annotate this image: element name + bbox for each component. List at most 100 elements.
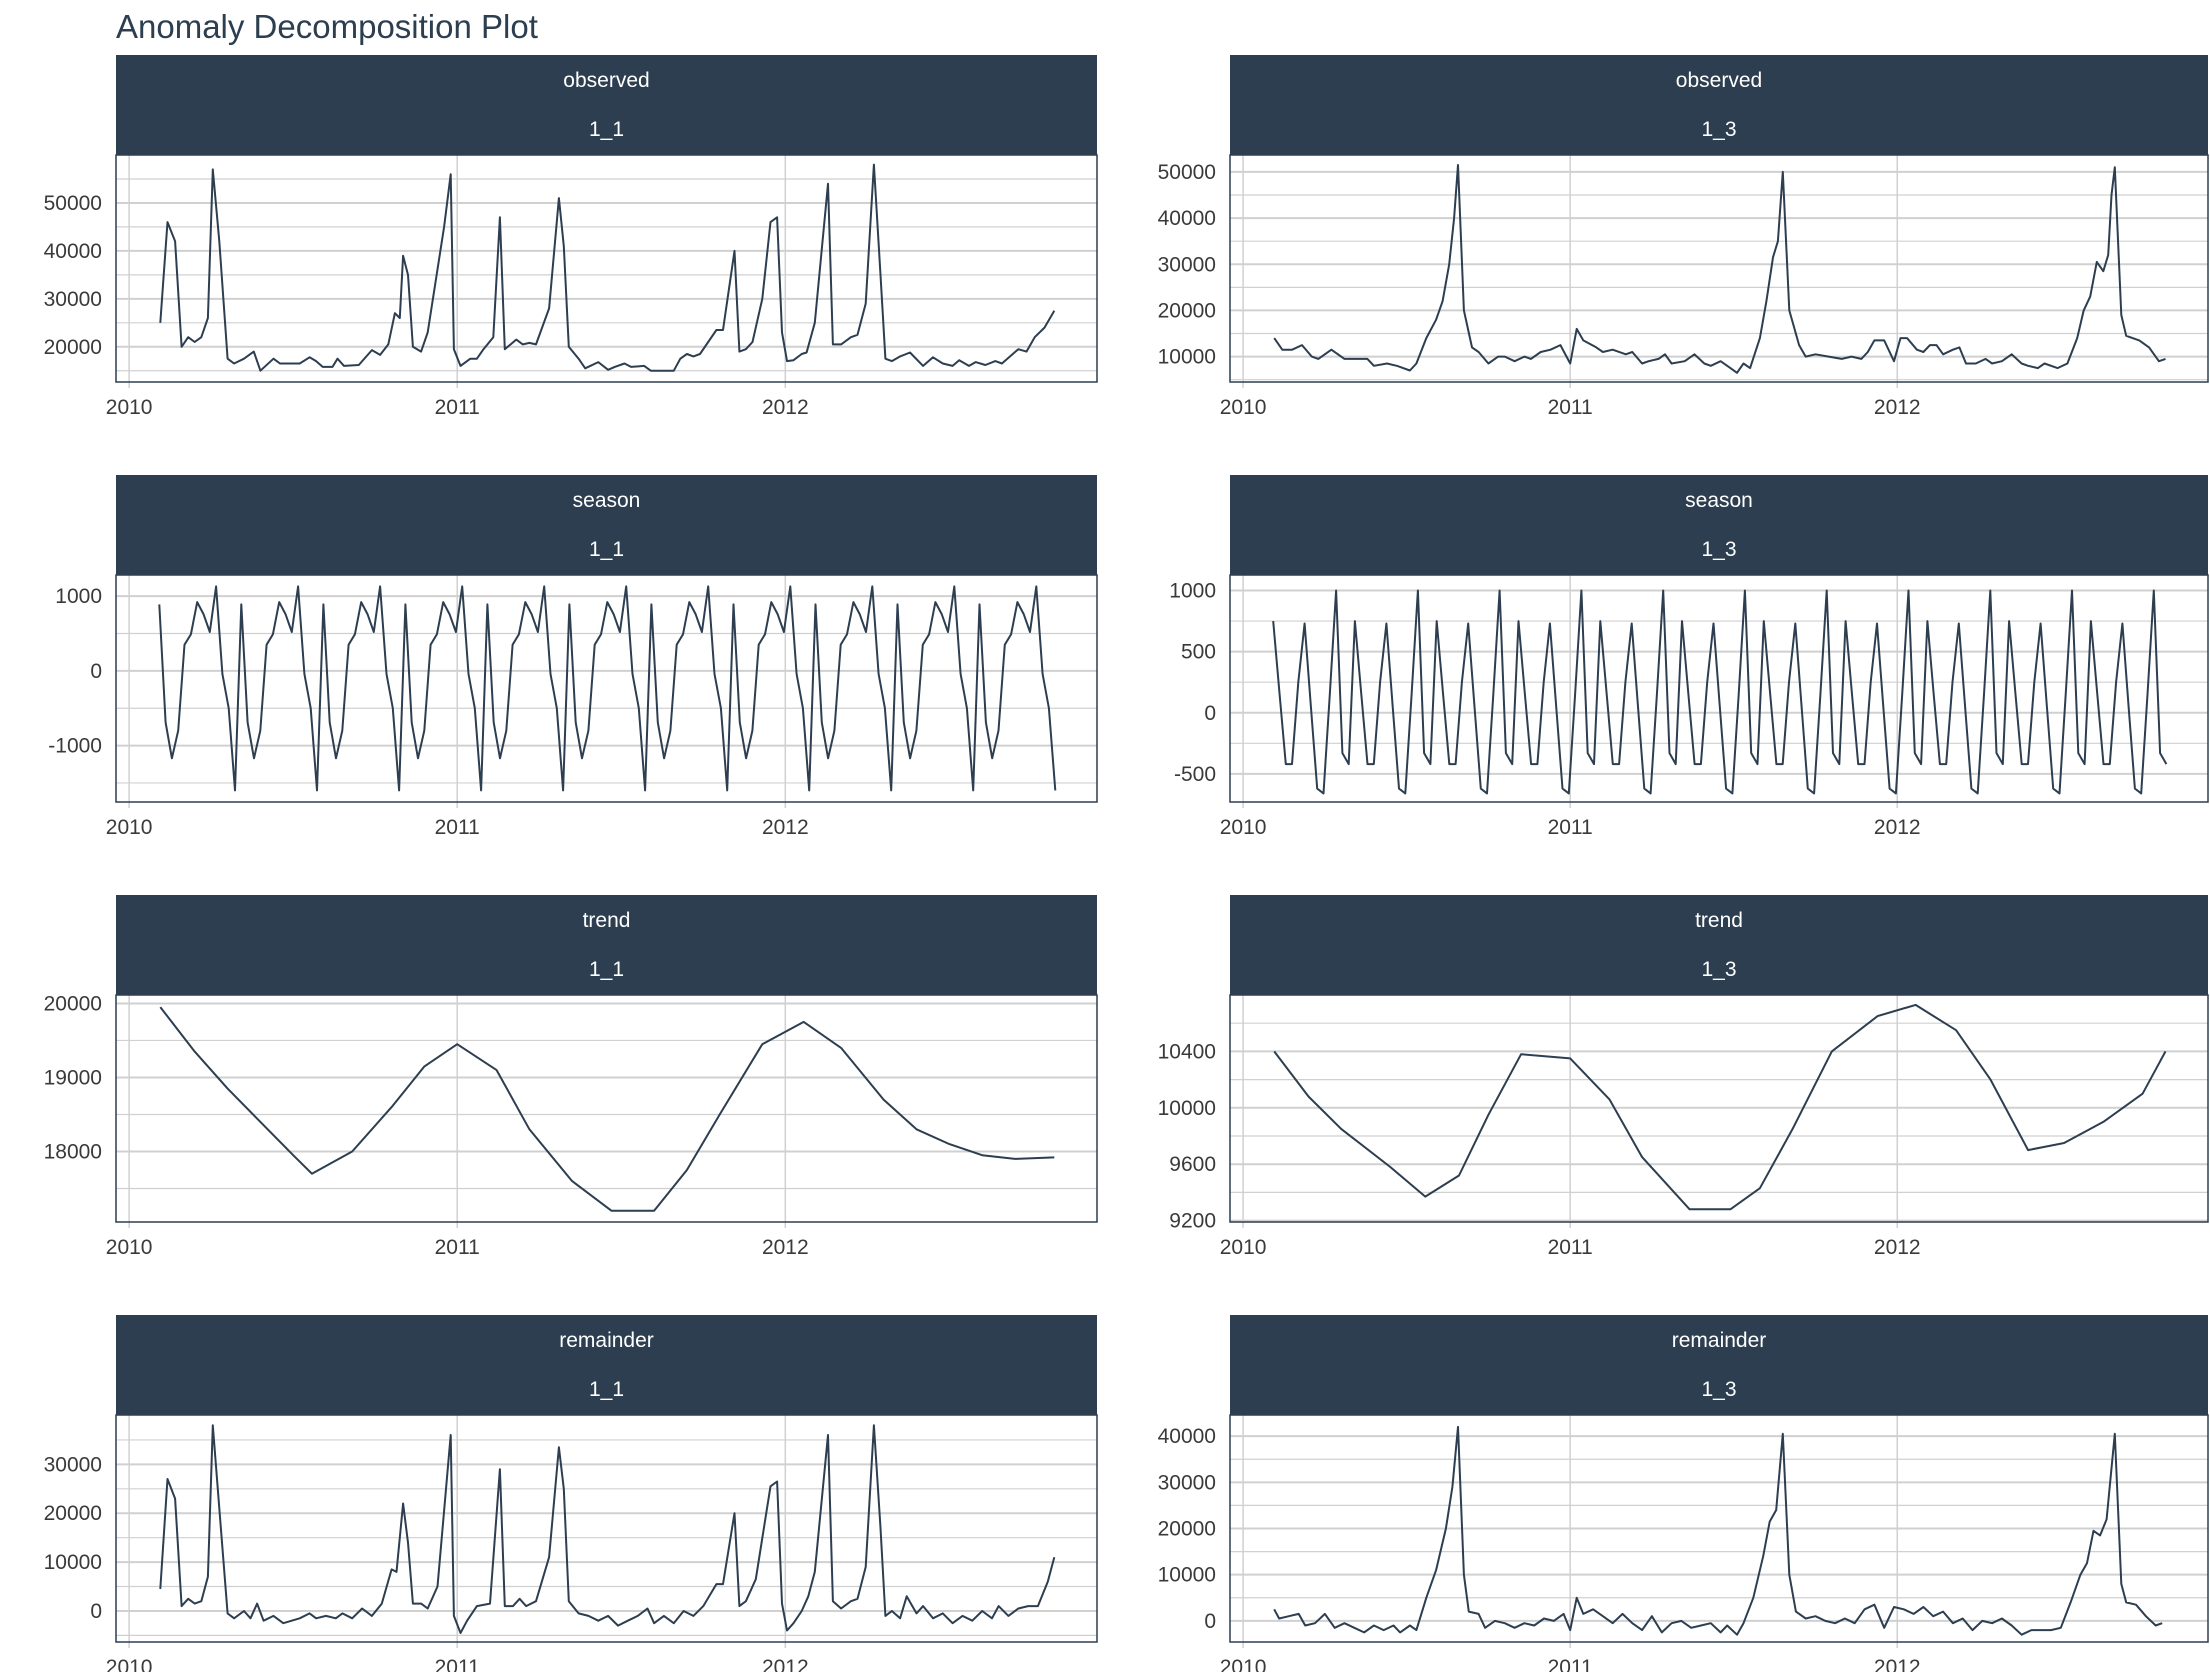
x-tick-label: 2010 [106,1656,153,1672]
x-tick-label: 2012 [1874,1236,1921,1259]
strip-label-id: 1_3 [1701,118,1737,141]
chart-svg: 9200 9600 10000 10400 2010 2011 2012 [1158,994,2209,1259]
panel-border [115,574,1098,803]
facet-strip: season 1_1 [116,475,1097,575]
y-tick-label: 50000 [44,192,102,215]
y-tick-label: 0 [90,1600,102,1623]
strip-label-id: 1_1 [588,118,625,141]
plot-area: 20000 30000 40000 50000 2010 2011 2012 [44,154,1098,419]
panel-season-1_3: season 1_3 -500 0 500 1000 2010 2011 2012 [1169,475,2209,839]
x-tick-label: 2011 [435,396,480,419]
y-tick-label: 40000 [1158,1425,1216,1448]
series-line [158,585,1057,792]
chart-svg: -1000 0 1000 2010 2011 2012 [48,574,1098,839]
panel-border [1229,154,2209,383]
panel-border [115,994,1098,1223]
x-tick-label: 2010 [106,816,153,839]
facet-strip: observed 1_1 [116,55,1097,155]
strip-label-id: 1_3 [1701,1378,1737,1401]
x-tick-label: 2012 [1874,396,1921,419]
series-line [1273,1425,2163,1636]
x-tick-label: 2012 [762,816,809,839]
y-tick-label: 40000 [44,240,102,263]
strip-label-component: trend [1695,909,1743,932]
strip-label-id: 1_3 [1701,958,1737,981]
facet-strip: remainder 1_3 [1230,1315,2208,1415]
panel-trend-1_1: trend 1_1 18000 19000 20000 2010 2011 2012 [44,895,1098,1259]
series-line [1273,1003,2167,1211]
chart-title: Anomaly Decomposition Plot [116,8,538,45]
x-tick-label: 2012 [762,396,809,419]
x-tick-label: 2010 [1220,396,1267,419]
strip-label-component: trend [582,909,631,932]
x-tick-label: 2011 [1548,1236,1593,1259]
y-tick-label: 10000 [1158,346,1216,369]
facet-strip: season 1_3 [1230,475,2208,575]
y-tick-label: 500 [1181,641,1216,664]
strip-label-component: remainder [559,1329,654,1352]
panel-border [1229,574,2209,803]
strip-label-id: 1_1 [588,538,625,561]
panel-observed-1_1: observed 1_1 20000 30000 40000 50000 2010 2011… [44,55,1098,419]
chart-svg: 10000 20000 30000 40000 50000 2010 2011 2012 [1158,154,2209,419]
y-tick-label: 30000 [44,1453,102,1476]
x-tick-label: 2012 [1874,816,1921,839]
x-tick-label: 2010 [1220,1236,1267,1259]
x-tick-label: 2011 [1548,1656,1593,1672]
panel-observed-1_3: observed 1_3 10000 20000 30000 40000 50000 201… [1158,55,2209,419]
plot-area: 0 10000 20000 30000 2010 2011 2012 [44,1414,1098,1672]
y-tick-label: 0 [1204,702,1216,725]
y-tick-label: 50000 [1158,161,1216,184]
x-tick-label: 2012 [1874,1656,1921,1672]
series-line [159,1424,1056,1634]
y-tick-label: 10400 [1158,1040,1216,1063]
panel-remainder-1_3: remainder 1_3 0 10000 20000 30000 40000 2010 20… [1158,1315,2209,1672]
y-tick-label: 20000 [1158,299,1216,322]
strip-label-component: observed [563,69,650,92]
y-tick-label: 9200 [1169,1210,1216,1233]
plot-area: -500 0 500 1000 2010 2011 2012 [1169,574,2209,839]
series-line [159,163,1056,372]
y-tick-label: 10000 [1158,1564,1216,1587]
y-tick-label: 20000 [1158,1518,1216,1541]
strip-label-component: observed [1675,69,1763,92]
x-tick-label: 2012 [762,1656,809,1672]
chart-svg: -500 0 500 1000 2010 2011 2012 [1169,574,2209,839]
y-tick-label: 10000 [1158,1097,1216,1120]
y-tick-label: 0 [1204,1610,1216,1633]
y-tick-label: 20000 [44,992,102,1015]
y-tick-label: 40000 [1158,207,1216,230]
facet-strip: trend 1_3 [1230,895,2208,995]
x-tick-label: 2010 [1220,1656,1267,1672]
x-tick-label: 2011 [435,1236,480,1259]
y-tick-label: 30000 [1158,253,1216,276]
x-tick-label: 2012 [762,1236,809,1259]
panel-trend-1_3: trend 1_3 9200 9600 10000 10400 2010 2011 2012 [1158,895,2209,1259]
strip-label-component: season [572,489,641,512]
plot-area: 10000 20000 30000 40000 50000 2010 2011 2012 [1158,154,2209,419]
y-tick-label: 20000 [44,336,102,359]
strip-label-id: 1_1 [588,958,625,981]
y-tick-label: 0 [90,660,102,683]
x-tick-label: 2011 [1548,396,1593,419]
y-tick-label: 30000 [1158,1471,1216,1494]
y-tick-label: 18000 [44,1141,102,1164]
y-tick-label: 20000 [44,1502,102,1525]
y-tick-label: 10000 [44,1551,102,1574]
y-tick-label: 1000 [55,585,102,608]
y-tick-label: 9600 [1169,1153,1216,1176]
panel-remainder-1_1: remainder 1_1 0 10000 20000 30000 2010 2011 201… [44,1315,1098,1672]
plot-area: -1000 0 1000 2010 2011 2012 [48,574,1098,839]
x-tick-label: 2011 [435,1656,480,1672]
x-tick-label: 2010 [106,396,153,419]
series-line [159,1006,1055,1212]
y-tick-label: 19000 [44,1066,102,1089]
x-tick-label: 2010 [106,1236,153,1259]
strip-label-component: season [1685,489,1753,512]
strip-label-id: 1_3 [1701,538,1737,561]
panel-border [115,154,1098,383]
chart-svg: 20000 30000 40000 50000 2010 2011 2012 [44,154,1098,419]
x-tick-label: 2011 [1548,816,1593,839]
facet-strip: remainder 1_1 [116,1315,1097,1415]
x-tick-label: 2011 [435,816,480,839]
